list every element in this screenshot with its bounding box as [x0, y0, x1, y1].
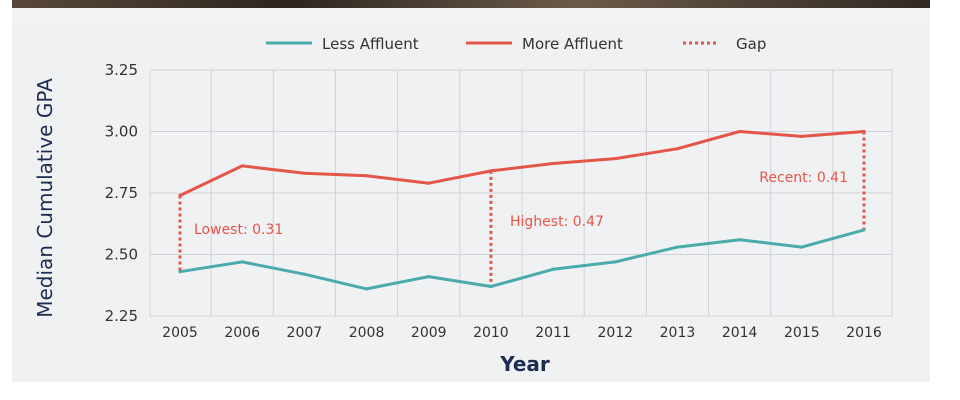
- y-tick-label: 2.25: [105, 307, 138, 325]
- legend-label-gap: Gap: [736, 35, 766, 53]
- x-tick-label: 2005: [162, 325, 198, 341]
- x-tick-label: 2009: [411, 325, 447, 341]
- annotations: Lowest: 0.31 Highest: 0.47 Recent: 0.41: [194, 170, 848, 238]
- bottom-margin: [0, 382, 960, 400]
- x-tick-label: 2012: [597, 325, 633, 341]
- legend-label-less-affluent: Less Affluent: [322, 35, 419, 53]
- x-tick-label: 2007: [287, 325, 323, 341]
- legend-label-more-affluent: More Affluent: [522, 35, 623, 53]
- x-tick-label: 2015: [784, 325, 820, 341]
- left-margin: [0, 0, 12, 400]
- data-point-less-affluent: [862, 228, 866, 232]
- data-point-less-affluent: [675, 245, 680, 249]
- data-point-less-affluent: [613, 260, 617, 264]
- top-image-strip: [0, 0, 960, 8]
- x-tick-label: 2014: [722, 325, 758, 341]
- y-tick-label: 2.50: [105, 246, 138, 264]
- x-axis-title: Year: [499, 352, 550, 376]
- x-tick-label: 2010: [473, 325, 509, 341]
- data-point-more-affluent: [489, 169, 493, 173]
- x-tick-label: 2011: [535, 325, 571, 341]
- data-point-more-affluent: [240, 164, 244, 168]
- grid-lines: [149, 69, 893, 317]
- data-point-more-affluent: [302, 171, 306, 175]
- data-point-more-affluent: [675, 147, 680, 151]
- data-point-less-affluent: [738, 238, 742, 242]
- series-line-more-affluent: [179, 130, 865, 197]
- annotation-2016: Recent: 0.41: [759, 170, 848, 186]
- data-point-more-affluent: [178, 193, 182, 198]
- data-point-less-affluent: [364, 287, 369, 291]
- legend: Less Affluent More Affluent Gap: [266, 35, 766, 53]
- chart-card: [12, 20, 930, 382]
- data-point-more-affluent: [738, 129, 742, 134]
- data-point-more-affluent: [862, 129, 866, 134]
- gap-lines: [178, 131, 866, 287]
- data-point-less-affluent: [178, 270, 182, 274]
- y-tick-labels: 2.25 2.50 2.75 3.00 3.25: [105, 61, 138, 325]
- data-point-less-affluent: [800, 245, 804, 249]
- data-point-less-affluent: [427, 275, 431, 279]
- series-line-less-affluent: [179, 228, 865, 291]
- x-tick-label: 2008: [349, 325, 385, 341]
- data-point-less-affluent: [302, 272, 306, 276]
- data-point-less-affluent: [551, 267, 555, 271]
- y-tick-label: 2.75: [105, 184, 138, 202]
- data-point-less-affluent: [489, 284, 493, 289]
- data-point-more-affluent: [800, 134, 804, 139]
- data-point-more-affluent: [427, 181, 431, 185]
- y-tick-label: 3.00: [105, 123, 138, 141]
- data-point-less-affluent: [240, 260, 244, 264]
- y-tick-label: 3.25: [105, 61, 138, 79]
- x-tick-label: 2013: [660, 325, 696, 341]
- x-tick-labels: 2005 2006 2007 2008 2009 2010 2011 2012 2013 2014…: [162, 325, 882, 341]
- y-axis-title: Median Cumulative GPA: [33, 78, 57, 318]
- annotation-2010: Highest: 0.47: [510, 214, 604, 230]
- x-tick-label: 2016: [846, 325, 882, 341]
- data-point-more-affluent: [364, 174, 369, 178]
- x-tick-label: 2006: [224, 325, 260, 341]
- data-point-more-affluent: [613, 156, 617, 161]
- annotation-2005: Lowest: 0.31: [194, 222, 283, 238]
- series-lines: [178, 129, 866, 291]
- data-point-more-affluent: [551, 161, 555, 166]
- right-margin: [930, 0, 960, 400]
